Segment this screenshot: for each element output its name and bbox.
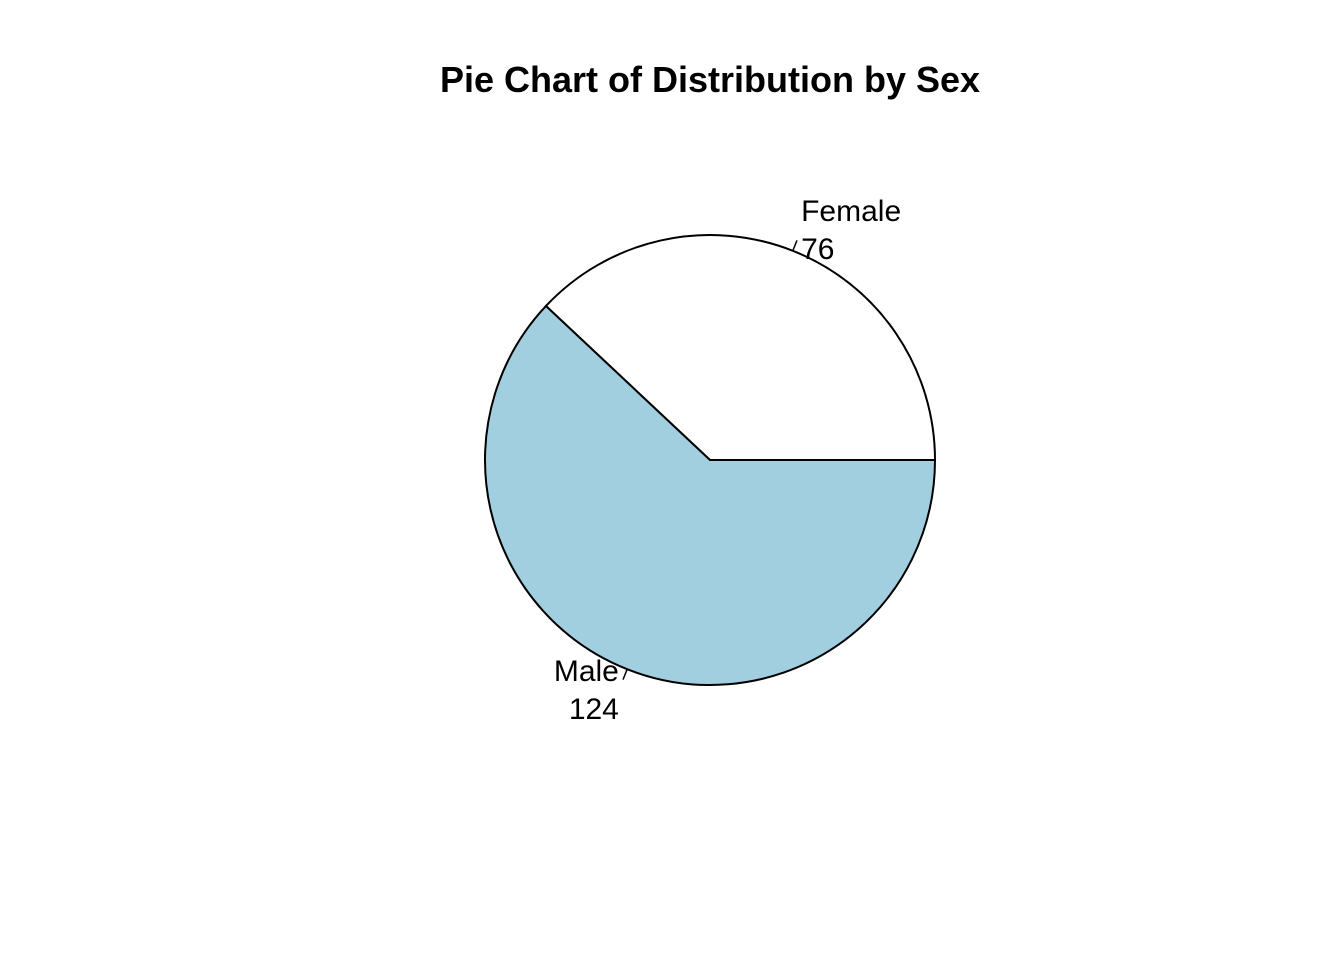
pie-leader-lines [622, 240, 798, 680]
slice-label-male: Male [554, 655, 619, 688]
slice-label-female: Female [801, 195, 901, 228]
leader-line-male [622, 668, 628, 680]
pie-labels: Female 76 Male 124 [554, 195, 901, 726]
slice-value-female: 76 [801, 233, 834, 266]
pie-slices [484, 234, 937, 686]
slice-value-male: 124 [569, 693, 619, 726]
chart-title: Pie Chart of Distribution by Sex [440, 59, 980, 100]
leader-line-female [792, 240, 798, 252]
pie-slice-female [544, 234, 937, 461]
pie-slice-male [484, 304, 937, 686]
